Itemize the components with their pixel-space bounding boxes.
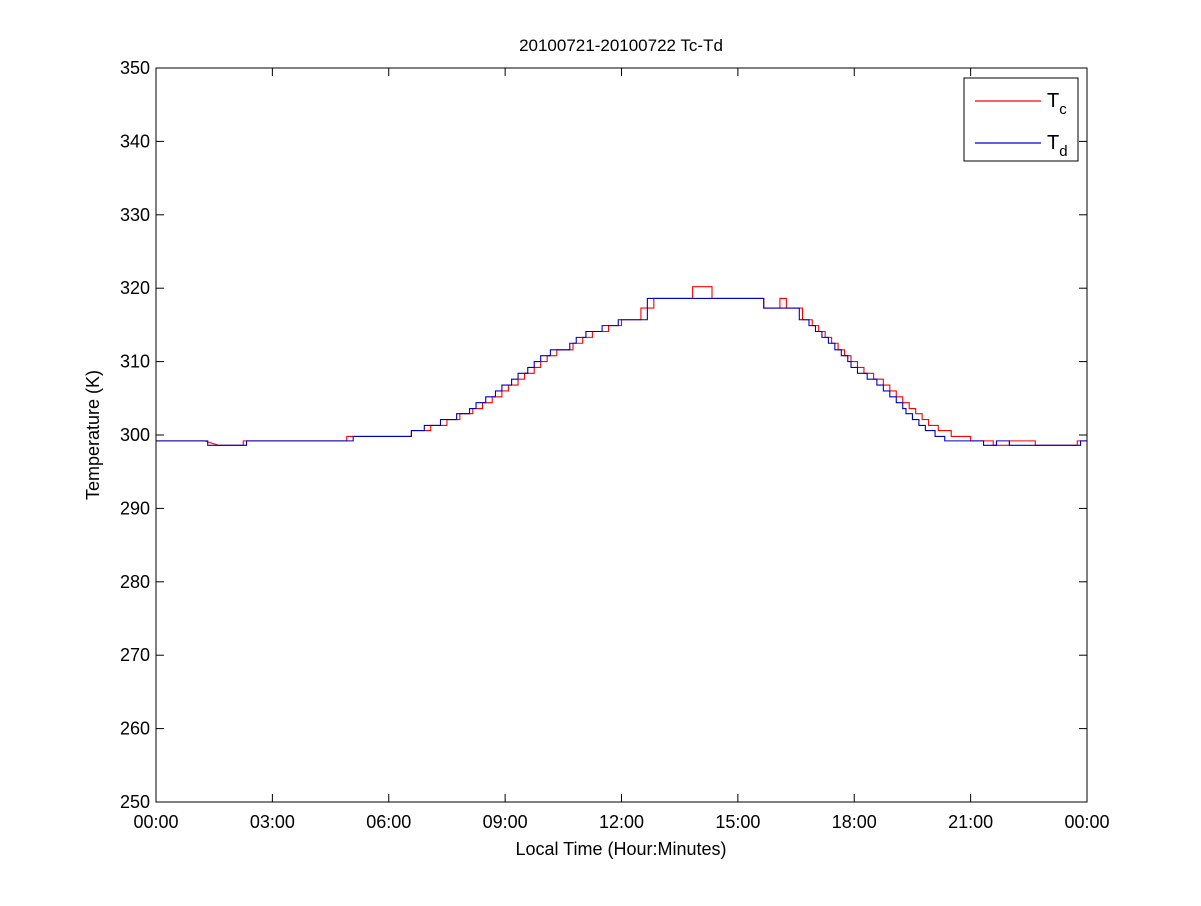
x-tick-label: 18:00 xyxy=(832,812,877,832)
series-line-td xyxy=(156,297,1087,446)
y-tick-label: 260 xyxy=(120,719,150,739)
x-tick-label: 21:00 xyxy=(948,812,993,832)
series-layer xyxy=(156,286,1087,446)
y-axis-label: Temperature (K) xyxy=(83,370,103,500)
y-tick-label: 280 xyxy=(120,572,150,592)
x-tick-label: 09:00 xyxy=(483,812,528,832)
x-axis-label: Local Time (Hour:Minutes) xyxy=(515,839,726,859)
y-tick-label: 270 xyxy=(120,645,150,665)
legend-subscript-tc: c xyxy=(1059,101,1067,118)
x-tick-label: 00:00 xyxy=(133,812,178,832)
chart-title: 20100721-20100722 Tc-Td xyxy=(519,36,723,55)
x-tick-label: 00:00 xyxy=(1064,812,1109,832)
y-tick-label: 320 xyxy=(120,278,150,298)
y-tick-label: 300 xyxy=(120,425,150,445)
x-tick-label: 15:00 xyxy=(715,812,760,832)
legend-subscript-td: d xyxy=(1059,143,1067,160)
y-tick-label: 290 xyxy=(120,498,150,518)
legend-box xyxy=(963,77,1079,162)
y-tick-label: 340 xyxy=(120,131,150,151)
x-tick-label: 03:00 xyxy=(250,812,295,832)
x-tick-label: 06:00 xyxy=(366,812,411,832)
y-tick-label: 310 xyxy=(120,352,150,372)
y-tick-label: 250 xyxy=(120,792,150,812)
axes-layer: 00:00 03:00 06:00 09:00 12:00 15:00 18:00 21:00… xyxy=(120,58,1110,832)
y-tick-label: 350 xyxy=(120,58,150,78)
y-tick-label: 330 xyxy=(120,205,150,225)
plot-area xyxy=(156,68,1087,802)
x-tick-label: 12:00 xyxy=(599,812,644,832)
